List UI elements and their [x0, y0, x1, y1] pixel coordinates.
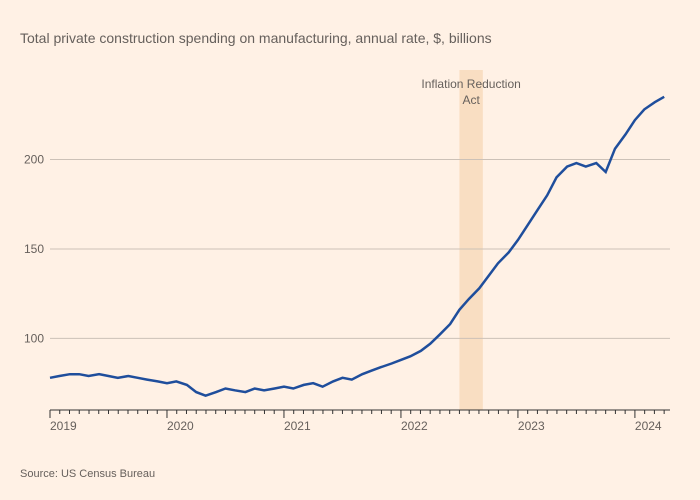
- annotation-label-line2: Act: [462, 93, 480, 107]
- annotation-label-line1: Inflation Reduction: [421, 77, 520, 91]
- x-axis-label: 2019: [50, 419, 77, 433]
- x-axis-label: 2022: [401, 419, 428, 433]
- chart-area: 100 150 200 2019 2020 2021 2022 2023 2024 Inflati…: [20, 60, 680, 440]
- data-line: [50, 97, 664, 396]
- x-axis-label: 2024: [635, 419, 662, 433]
- y-axis-label: 200: [24, 152, 44, 166]
- annotation-band: [459, 70, 482, 410]
- chart-svg: 100 150 200 2019 2020 2021 2022 2023 2024 Inflati…: [20, 60, 680, 440]
- chart-title: Total private construction spending on m…: [20, 30, 492, 46]
- x-axis-label: 2020: [167, 419, 194, 433]
- y-axis-label: 100: [24, 331, 44, 345]
- y-axis-label: 150: [24, 242, 44, 256]
- x-axis-label: 2021: [284, 419, 311, 433]
- x-axis-label: 2023: [518, 419, 545, 433]
- source-text: Source: US Census Bureau: [20, 468, 155, 480]
